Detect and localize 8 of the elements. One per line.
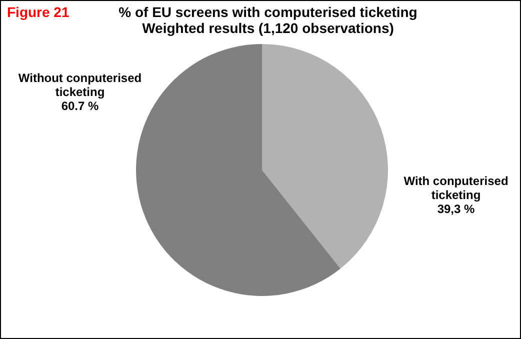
slice-label: With conputerised ticketing [404,174,508,202]
data-label: 39,3 % [437,202,476,216]
data-label: 60.7 % [61,99,100,113]
caption: Figure 21 [7,4,70,20]
slice-label: Without conputerised ticketing [18,71,142,99]
chart-title: % of EU screens with computerised ticketing [118,4,418,20]
chart-subtitle: Weighted results (1,120 observations) [142,20,394,36]
pie-slice [262,44,388,269]
